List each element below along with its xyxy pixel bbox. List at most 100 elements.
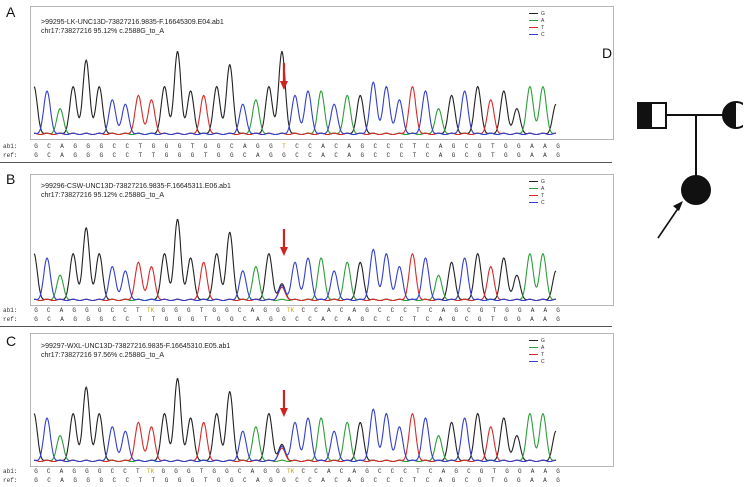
base-call: C xyxy=(47,477,51,484)
base-call: C xyxy=(390,307,395,314)
base-call: A xyxy=(438,152,443,159)
base-call: G xyxy=(503,143,508,150)
trace-c-line xyxy=(34,408,557,463)
base-call: A xyxy=(543,316,547,323)
legend-c-label: C xyxy=(541,199,545,206)
base-call: G xyxy=(256,143,260,150)
legend-a: A xyxy=(529,17,545,24)
separator-ab xyxy=(0,162,612,163)
base-call: G xyxy=(454,468,458,475)
base-call: G xyxy=(151,143,156,150)
legend-g-swatch xyxy=(529,180,538,183)
base-call: G xyxy=(269,152,273,159)
base-call: T xyxy=(138,152,143,159)
base-call: G xyxy=(477,477,482,484)
base-call: G xyxy=(164,316,169,323)
base-call: A xyxy=(256,477,260,484)
proband-arrow-shaft xyxy=(657,206,680,239)
base-call: T xyxy=(203,316,208,323)
base-call: TK xyxy=(287,307,295,314)
base-call: A xyxy=(530,152,534,159)
legend-t-label: T xyxy=(541,192,545,199)
mutation-arrow-head xyxy=(279,81,288,90)
base-call: C xyxy=(125,152,130,159)
base-call: C xyxy=(390,468,395,475)
base-call: C xyxy=(110,307,115,314)
mother-symbol xyxy=(722,101,743,129)
base-call: G xyxy=(360,143,365,150)
base-call: G xyxy=(34,152,38,159)
base-call: C xyxy=(301,307,306,314)
base-call: T xyxy=(412,316,417,323)
base-call: G xyxy=(161,468,166,475)
trace-a-line xyxy=(33,85,556,136)
base-call: C xyxy=(373,152,378,159)
base-call: A xyxy=(438,316,443,323)
base-call: C xyxy=(399,152,404,159)
base-call: G xyxy=(99,143,104,150)
base-call: T xyxy=(190,143,195,150)
base-call: TK xyxy=(146,468,155,475)
legend-a-label: A xyxy=(541,344,545,351)
seq-row-label: ref: xyxy=(3,316,18,323)
base-call: G xyxy=(177,152,182,159)
legend-c: C xyxy=(529,31,545,38)
base-call: A xyxy=(250,307,255,314)
base-call: G xyxy=(477,143,482,150)
base-call: G xyxy=(34,307,38,314)
base-call: G xyxy=(556,152,560,159)
base-call: A xyxy=(441,468,446,475)
base-call: C xyxy=(386,316,391,323)
panel-a-header: >99295-LK-UNC13D-73827216.9835-F.1664530… xyxy=(41,18,224,36)
legend-c-label: C xyxy=(541,358,545,365)
base-call: A xyxy=(347,477,351,484)
base-call: TK xyxy=(146,307,155,314)
base-call: T xyxy=(282,143,286,150)
base-call: A xyxy=(60,143,64,150)
base-call: C xyxy=(373,143,378,150)
base-call: C xyxy=(464,143,469,150)
legend-g: G xyxy=(529,178,545,185)
base-call: A xyxy=(530,307,535,314)
base-call: C xyxy=(125,477,130,484)
base-call: C xyxy=(46,468,51,475)
legend-g-label: G xyxy=(541,178,545,185)
base-call: T xyxy=(490,477,495,484)
legend-t-label: T xyxy=(541,24,545,31)
legend-c: C xyxy=(529,199,545,206)
base-call: G xyxy=(174,468,178,475)
legend-t: T xyxy=(529,24,545,31)
base-call: G xyxy=(86,152,90,159)
panel-c-chromatogram xyxy=(33,378,557,463)
base-call: G xyxy=(73,152,77,159)
trace-g-line xyxy=(33,378,557,463)
legend-a-label: A xyxy=(541,185,545,192)
father-filled-half xyxy=(638,103,652,128)
base-call: A xyxy=(352,307,357,314)
panel-c-legend: G A T C xyxy=(529,337,545,365)
base-call: C xyxy=(112,477,117,484)
base-call: C xyxy=(428,307,433,314)
legend-a: A xyxy=(529,185,545,192)
mutation-arrow-head xyxy=(279,247,288,256)
base-call: G xyxy=(212,468,217,475)
base-call: C xyxy=(373,477,378,484)
base-call: T xyxy=(492,468,497,475)
mutation-arrow-icon xyxy=(279,63,288,90)
base-call: A xyxy=(321,152,325,159)
base-call: C xyxy=(467,468,471,475)
base-call: T xyxy=(416,307,420,314)
panel-c-trace-box: >99297-WXL-UNC13D-73827216.9835-F.166453… xyxy=(30,333,614,467)
base-call: G xyxy=(517,316,521,323)
base-call: G xyxy=(360,316,365,323)
base-call: G xyxy=(86,143,90,150)
base-call: A xyxy=(59,468,64,475)
base-call: T xyxy=(136,468,140,475)
legend-a-swatch xyxy=(529,187,538,190)
base-call: T xyxy=(151,152,156,159)
base-call: G xyxy=(72,307,76,314)
base-call: G xyxy=(276,468,280,475)
mother-filled-half xyxy=(723,102,736,128)
base-call: C xyxy=(425,152,430,159)
base-call: G xyxy=(229,316,234,323)
